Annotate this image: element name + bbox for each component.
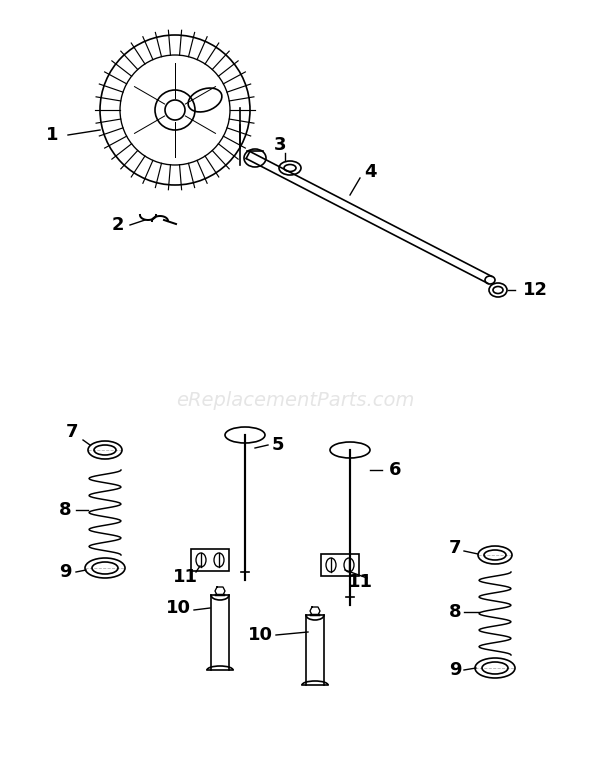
Text: 7: 7 xyxy=(449,539,461,557)
Text: 8: 8 xyxy=(448,603,461,621)
Text: eReplacementParts.com: eReplacementParts.com xyxy=(176,390,414,409)
Bar xyxy=(191,549,229,571)
Text: 8: 8 xyxy=(58,501,71,519)
Text: 3: 3 xyxy=(274,136,286,154)
Text: 12: 12 xyxy=(523,281,548,299)
Text: 4: 4 xyxy=(364,163,376,181)
Bar xyxy=(321,554,359,576)
Text: 9: 9 xyxy=(449,661,461,679)
Text: 6: 6 xyxy=(389,461,401,479)
Text: 2: 2 xyxy=(112,216,124,234)
Text: 10: 10 xyxy=(247,626,273,644)
Text: 11: 11 xyxy=(172,568,198,586)
Text: 7: 7 xyxy=(65,423,78,441)
Text: 11: 11 xyxy=(348,573,372,591)
Text: 10: 10 xyxy=(166,599,191,617)
Text: 5: 5 xyxy=(272,436,284,454)
Text: 1: 1 xyxy=(46,126,58,144)
Text: 9: 9 xyxy=(59,563,71,581)
